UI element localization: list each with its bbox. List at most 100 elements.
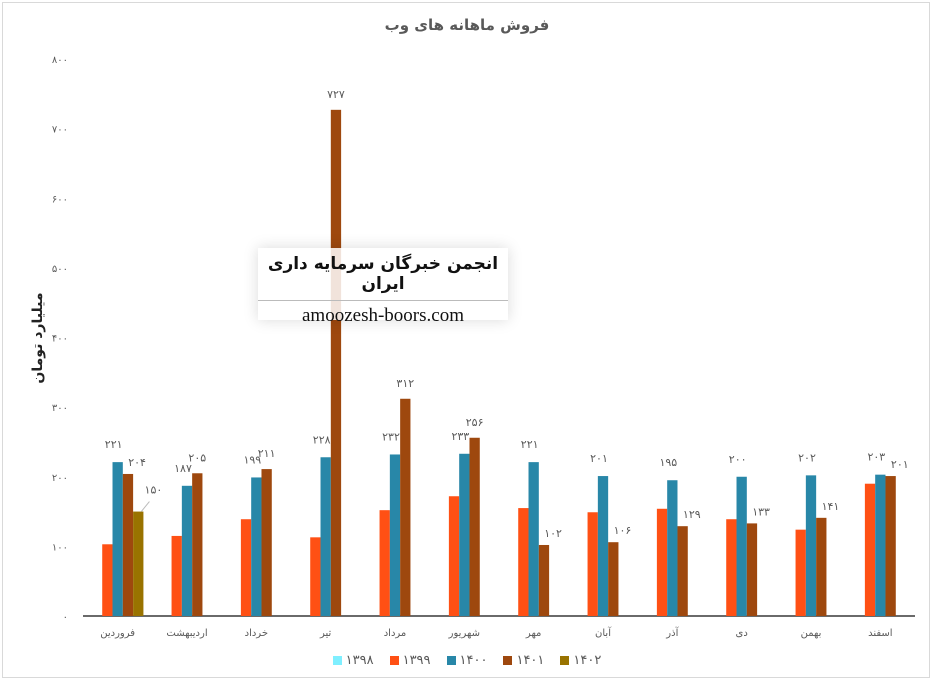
watermark-url: amoozesh-boors.com (302, 305, 464, 326)
bar-12-2 (805, 475, 817, 616)
legend-label: ۱۴۰۰ (459, 653, 488, 668)
bar-12-1 (726, 519, 737, 616)
data-label: ۲۰۳ (867, 451, 885, 464)
y-tick-label: ۰ (63, 612, 68, 623)
data-label: ۲۰۴ (128, 456, 146, 469)
legend-swatch (389, 656, 399, 665)
bar-12-3 (746, 523, 758, 616)
y-tick-label: ۵۰۰ (52, 264, 68, 275)
data-label: ۲۰۵ (188, 451, 206, 464)
legend-item: ۱۴۰۱ (503, 653, 544, 668)
bar-12-1 (587, 512, 598, 616)
data-label: ۲۲۸ (313, 433, 331, 446)
data-label: ۲۲۱ (521, 438, 539, 451)
bar-12-1 (102, 544, 113, 616)
bar-12-1 (448, 496, 460, 616)
legend-swatch (446, 656, 456, 665)
x-category-label: خرداد (245, 628, 268, 639)
x-category-label: دی (736, 628, 748, 639)
bar-12-1 (518, 508, 529, 616)
bar-12-3 (816, 517, 827, 616)
y-tick-label: ۶۰۰ (52, 194, 68, 205)
legend-label: ۱۴۰۱ (516, 653, 545, 668)
bar-12-2 (459, 453, 470, 616)
data-label: ۱۰۲ (544, 527, 562, 540)
legend-swatch (560, 656, 570, 665)
data-label: ۱۸۷ (174, 462, 192, 475)
bar-12-2 (251, 477, 262, 616)
bar-12-2 (667, 480, 678, 616)
watermark-title: انجمن خبرگان سرمایه داری ایران (267, 254, 499, 294)
legend-item: ۱۴۰۰ (446, 653, 488, 668)
chart-title: فروش ماهانه های وب (384, 16, 550, 34)
data-label: ۲۳۳ (451, 430, 469, 443)
data-label: ۱۵۰ (145, 484, 163, 497)
bar-12-3 (677, 526, 688, 616)
bar-12-2 (389, 454, 401, 616)
bar-12-2 (736, 476, 747, 616)
bar-12-2 (181, 485, 193, 616)
legend-label: ۱۳۹۸ (345, 653, 374, 668)
bar-12-2 (320, 457, 331, 616)
legend-item: ۱۴۰۲ (560, 653, 601, 668)
data-label: ۲۰۱ (891, 458, 909, 471)
legend-label: ۱۳۹۹ (402, 653, 431, 668)
legend-label: ۱۴۰۲ (573, 653, 602, 668)
x-category-label: اردیبهشت (166, 628, 207, 639)
data-label: ۲۵۶ (466, 416, 484, 429)
bar-12-3 (122, 473, 134, 616)
data-label: ۷۲۷ (327, 88, 345, 101)
x-category-label: آذر (665, 626, 679, 639)
bar-12-2 (597, 476, 609, 616)
bar-12-3 (192, 473, 203, 616)
data-label: ۲۰۰ (729, 453, 747, 466)
data-label: ۱۲۹ (683, 508, 701, 521)
data-label: ۳۱۲ (396, 377, 414, 390)
bar-12-1 (795, 529, 806, 616)
x-category-label: مرداد (384, 628, 407, 639)
bar-12-3 (330, 109, 342, 617)
bar-12-2 (112, 462, 123, 616)
bar-12-3 (538, 544, 550, 616)
y-tick-label: ۷۰۰ (52, 125, 68, 136)
bar-12-2 (528, 462, 539, 616)
data-label: ۱۰۶ (614, 524, 632, 537)
x-category-label: تیر (319, 628, 332, 639)
x-category-label: بهمن (801, 628, 822, 639)
x-category-label: شهریور (448, 628, 480, 639)
data-label: ۱۳۳ (752, 505, 770, 518)
data-label: ۲۰۱ (590, 452, 608, 465)
data-label: ۲۰۲ (798, 451, 816, 464)
y-tick-label: ۴۰۰ (52, 334, 68, 345)
bar-12-3 (608, 542, 619, 616)
bar-12-3 (400, 398, 411, 616)
bar-12-4 (133, 511, 144, 616)
x-category-label: فروردین (100, 628, 135, 639)
data-label: ۲۱۱ (258, 447, 276, 460)
data-label-leader (140, 501, 150, 512)
bar-12-1 (171, 535, 182, 616)
y-tick-label: ۱۰۰ (52, 542, 68, 553)
data-label: ۲۳۲ (382, 430, 400, 443)
bar-12-1 (864, 483, 876, 616)
bar-12-1 (310, 537, 321, 616)
bar-12-2 (875, 474, 886, 616)
watermark-divider (258, 300, 508, 301)
legend-swatch (503, 656, 513, 665)
bar-12-3 (261, 469, 272, 616)
watermark: انجمن خبرگان سرمایه داری ایران amoozesh-… (258, 248, 508, 326)
legend-item: ۱۳۹۸ (332, 653, 374, 668)
x-category-label: اسفند (868, 628, 892, 639)
legend-item: ۱۳۹۹ (389, 653, 431, 668)
bar-12-1 (240, 519, 252, 616)
data-label: ۱۹۹ (243, 453, 261, 466)
bar-12-3 (885, 476, 896, 616)
y-tick-label: ۸۰۰ (52, 55, 68, 66)
legend-swatch (332, 656, 342, 665)
data-label: ۲۲۱ (105, 438, 123, 451)
legend: ۱۳۹۸ ۱۳۹۹ ۱۴۰۰ ۱۴۰۱ ۱۴۰۲ (0, 653, 934, 668)
data-label: ۱۹۵ (659, 456, 677, 469)
data-label: ۱۴۱ (822, 500, 840, 513)
